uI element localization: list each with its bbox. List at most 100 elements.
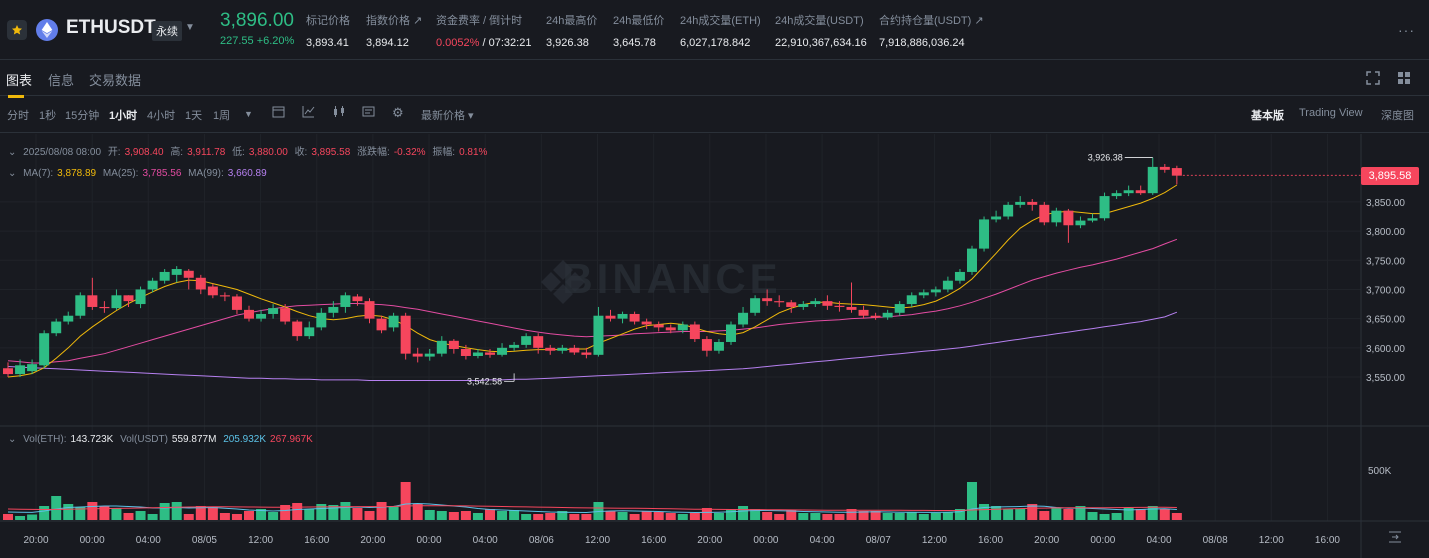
stat-label: 24h最高价 — [546, 15, 598, 27]
volume-bar — [882, 513, 893, 520]
view-basic[interactable]: 基本版 — [1251, 110, 1284, 122]
volume-bar — [726, 509, 736, 520]
stat-open-interest[interactable]: 合约持仓量(USDT) ↗ 7,918,886,036.24 — [879, 12, 984, 49]
candle-body — [316, 312, 327, 328]
candle-body — [256, 313, 267, 319]
more-options-icon[interactable]: ··· — [1398, 22, 1415, 38]
timeframe-1h[interactable]: 1小时 — [109, 110, 138, 122]
volume-bar — [786, 510, 797, 520]
volume-bar — [171, 502, 182, 520]
candle-body — [364, 301, 375, 319]
candlestick-chart[interactable]: BINANCE 3,850.00 3,800.00 3,750.00 3,700.00… — [0, 134, 1429, 558]
collapse-chevron-icon[interactable]: ⌄ — [8, 168, 17, 179]
candle-body — [147, 280, 158, 290]
timeframe-more-icon[interactable]: ▼ — [244, 109, 253, 119]
volume-bar — [533, 514, 544, 520]
candle-body — [412, 353, 423, 357]
candle-body — [581, 352, 592, 355]
time-axis-label: 00:00 — [1090, 535, 1115, 546]
funding-countdown: / 07:32:21 — [482, 37, 532, 49]
collapse-chevron-icon[interactable]: ⌄ — [8, 147, 17, 158]
volume-bar — [412, 504, 423, 520]
timeframe-time[interactable]: 分时 — [7, 110, 29, 122]
tab-chart[interactable]: 图表 — [6, 70, 32, 98]
ticker-bar: ETHUSDT 永续 ▼ 3,896.00 227.55 +6.20% 标记价格… — [0, 0, 1429, 60]
time-axis-label: 20:00 — [360, 535, 385, 546]
binance-watermark: BINANCE — [562, 255, 781, 302]
volume-bar — [1099, 514, 1110, 520]
timeframe-4h[interactable]: 4小时 — [147, 110, 176, 122]
volume-bar — [593, 502, 604, 520]
candle-body — [1111, 193, 1122, 197]
candle-body — [1015, 201, 1026, 205]
settings-gear-icon[interactable]: ⚙ — [392, 105, 404, 120]
timeframe-15m[interactable]: 15分钟 — [65, 110, 100, 122]
stat-24h-volume-eth: 24h成交量(ETH) 6,027,178.842 — [680, 12, 761, 49]
volume-bar — [316, 504, 327, 520]
timeframe-1w[interactable]: 1周 — [213, 110, 231, 122]
stat-value: 7,918,886,036.24 — [879, 37, 965, 49]
volume-bar — [1003, 509, 1014, 520]
drawing-tools-icon[interactable] — [362, 105, 375, 121]
scroll-to-latest-icon[interactable] — [1389, 531, 1401, 543]
time-axis-label: 20:00 — [1034, 535, 1059, 546]
candle-body — [328, 306, 339, 313]
candle-body — [641, 321, 652, 325]
symbol-dropdown-icon[interactable]: ▼ — [185, 22, 195, 33]
price-axis-label: 3,550.00 — [1366, 373, 1405, 384]
view-tradingview[interactable]: Trading View — [1299, 107, 1363, 119]
price-axis-label: 3,650.00 — [1366, 315, 1405, 326]
volume-bar — [677, 514, 688, 520]
volume-bar — [87, 502, 98, 520]
volume-bar — [918, 514, 929, 520]
volume-ma2-line — [7, 505, 1177, 511]
price-axis-label: 3,800.00 — [1366, 227, 1405, 238]
candle-body — [1075, 220, 1086, 226]
volume-bar — [159, 503, 170, 520]
candle-body — [906, 295, 917, 305]
stat-mark-price: 标记价格 3,893.41 — [306, 12, 350, 49]
volume-bar — [870, 511, 881, 520]
candle-body — [665, 327, 676, 331]
watermark-logo-icon — [541, 260, 585, 304]
time-axis-label: 00:00 — [417, 535, 442, 546]
time-axis-label: 16:00 — [978, 535, 1003, 546]
stat-index-price[interactable]: 指数价格 ↗ 3,894.12 — [366, 12, 422, 49]
tab-info[interactable]: 信息 — [48, 73, 75, 88]
candle-body — [195, 277, 206, 290]
volume-bar — [834, 514, 845, 520]
time-axis-label: 08/07 — [866, 535, 891, 546]
change-label: 涨跌幅: — [357, 147, 390, 158]
volume-bar — [244, 511, 254, 520]
close-label: 收: — [294, 147, 308, 158]
indicator-icon[interactable] — [302, 105, 315, 121]
volume-bar — [569, 514, 580, 520]
collapse-chevron-icon[interactable]: ⌄ — [8, 434, 17, 445]
volume-bar — [51, 496, 62, 520]
fullscreen-icon[interactable] — [1366, 71, 1380, 90]
candle-body — [352, 296, 363, 302]
calendar-icon[interactable] — [272, 105, 285, 121]
volume-bar — [1159, 509, 1170, 520]
tab-trading-data[interactable]: 交易数据 — [89, 73, 142, 88]
candle-body — [497, 347, 508, 355]
candle-body — [111, 295, 122, 309]
ma7-value: 3,878.89 — [57, 168, 97, 179]
candle-body — [979, 219, 990, 249]
timeframe-1d[interactable]: 1天 — [185, 110, 203, 122]
stat-label: 24h成交量(USDT) — [775, 15, 864, 27]
candle-body — [123, 295, 134, 302]
view-depth[interactable]: 深度图 — [1381, 110, 1414, 122]
tab-bar: 图表 信息 交易数据 — [0, 64, 1429, 98]
timeframe-1s[interactable]: 1秒 — [39, 110, 57, 122]
stat-24h-volume-usdt: 24h成交量(USDT) 22,910,367,634.16 — [775, 12, 867, 49]
layout-grid-icon[interactable] — [1397, 71, 1411, 90]
candle-body — [786, 302, 797, 307]
volume-bar — [858, 511, 869, 520]
symbol-name[interactable]: ETHUSDT — [66, 17, 156, 38]
favorite-star-icon[interactable] — [7, 20, 27, 40]
stat-24h-high: 24h最高价 3,926.38 — [546, 12, 597, 49]
candle-style-icon[interactable] — [332, 105, 346, 121]
price-type-select[interactable]: 最新价格 ▾ — [421, 110, 474, 122]
last-price: 3,896.00 — [220, 10, 294, 31]
